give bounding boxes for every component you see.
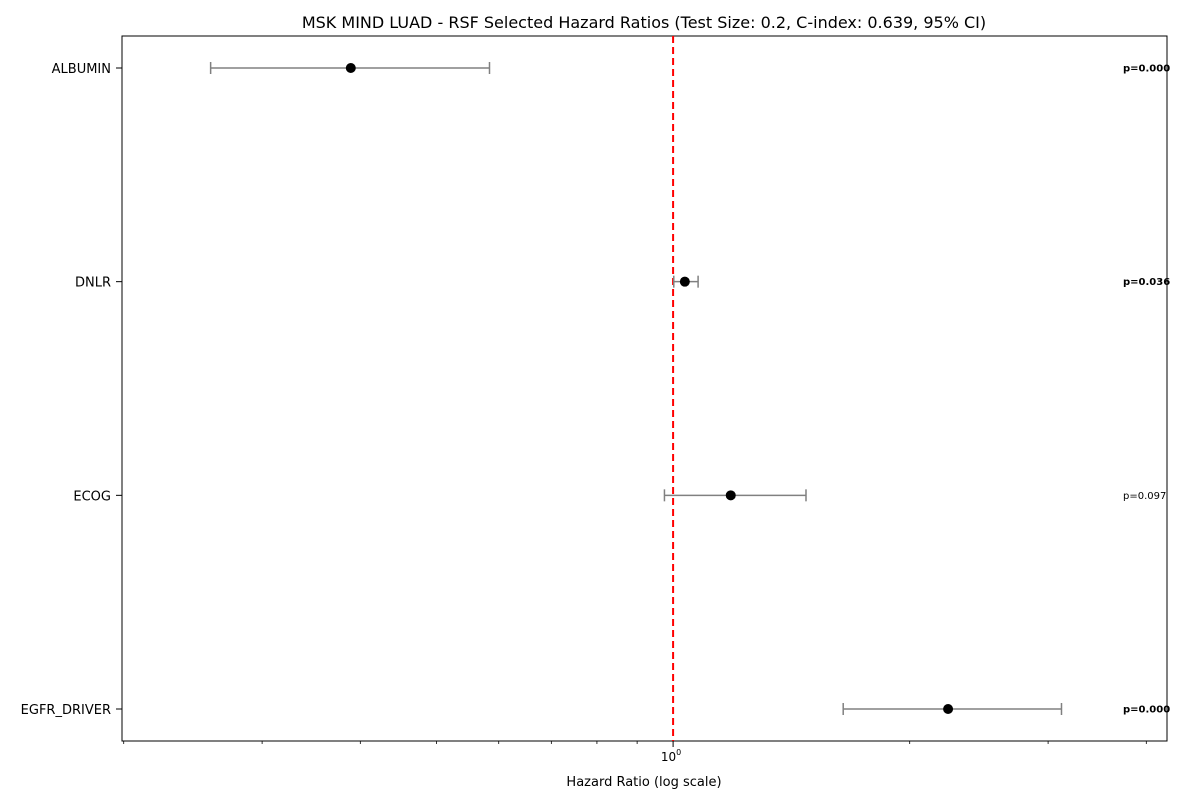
p-value-label: p=0.000 <box>1123 64 1170 75</box>
x-tick-label: 100 <box>661 748 681 764</box>
hazard-ratio-point <box>679 276 690 287</box>
hazard-ratio-point <box>725 490 736 501</box>
p-value-label: p=0.000 <box>1123 705 1170 716</box>
y-tick-label: ECOG <box>73 489 111 504</box>
y-tick-label: ALBUMIN <box>52 62 111 77</box>
chart-title: MSK MIND LUAD - RSF Selected Hazard Rati… <box>302 13 986 32</box>
p-value-label: p=0.097 <box>1123 491 1166 502</box>
hazard-ratio-point <box>345 63 356 73</box>
plot-frame <box>121 35 1168 742</box>
x-axis-label: Hazard Ratio (log scale) <box>566 775 721 790</box>
y-tick-label: EGFR_DRIVER <box>21 703 111 718</box>
plot-area: 100 ALBUMIN DNLR ECOG EGFR_DRIVER p=0.000 p=0.… <box>21 35 1170 764</box>
p-value-label: p=0.036 <box>1123 277 1170 288</box>
hazard-ratio-point <box>943 704 954 714</box>
y-tick-label: DNLR <box>75 276 111 291</box>
